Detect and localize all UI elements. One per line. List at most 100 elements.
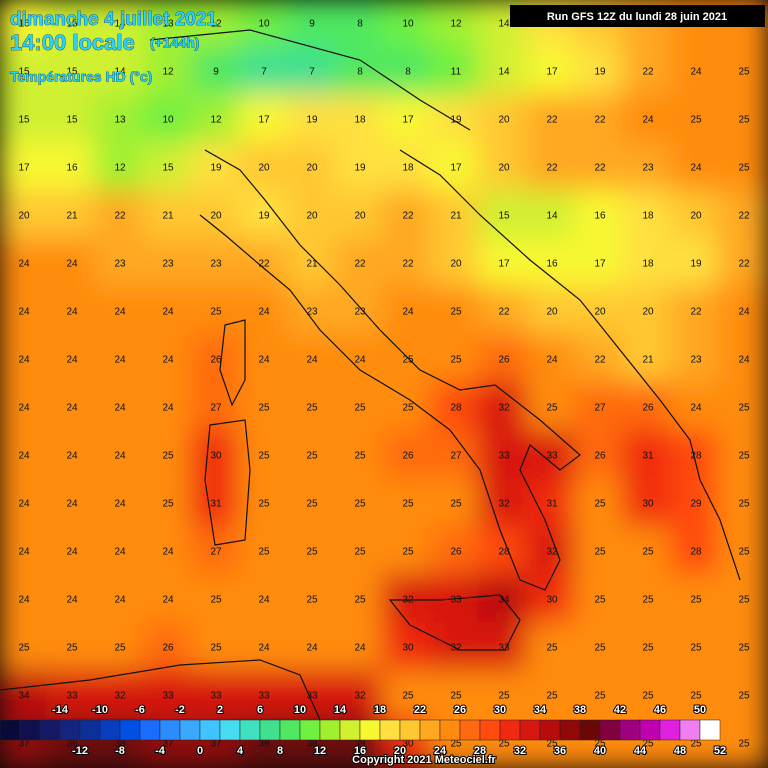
temp-cell xyxy=(286,46,338,98)
temp-cell xyxy=(142,478,194,530)
temp-value: 17 xyxy=(258,115,270,126)
temp-cell xyxy=(190,94,242,146)
temp-value: 28 xyxy=(450,403,462,414)
temp-cell xyxy=(382,0,434,50)
temp-value: 26 xyxy=(450,547,462,558)
temp-cell xyxy=(526,382,578,434)
temp-value: 15 xyxy=(66,67,78,78)
temp-cell xyxy=(478,94,530,146)
temp-value: 21 xyxy=(642,355,654,366)
temp-value: 22 xyxy=(354,259,366,270)
temp-value: 25 xyxy=(306,595,318,606)
temp-cell xyxy=(574,670,626,722)
temp-cell xyxy=(286,334,338,386)
temp-cell xyxy=(238,46,290,98)
temp-cell xyxy=(94,430,146,482)
temp-cell xyxy=(238,526,290,578)
temp-value: 24 xyxy=(66,307,78,318)
temp-value: 22 xyxy=(546,115,558,126)
sardinia xyxy=(204,419,251,546)
temp-value: 10 xyxy=(162,115,174,126)
temp-cell xyxy=(46,670,98,722)
temp-value: 24 xyxy=(18,499,30,510)
temp-value: 24 xyxy=(66,403,78,414)
temp-value: 23 xyxy=(690,355,702,366)
temp-value: 25 xyxy=(354,547,366,558)
temp-value: 25 xyxy=(738,739,750,750)
temp-value: 24 xyxy=(18,259,30,270)
temp-value: 25 xyxy=(354,499,366,510)
temp-value: 25 xyxy=(738,451,750,462)
temp-cell xyxy=(46,142,98,194)
scale-swatch xyxy=(179,719,201,741)
temp-value: 15 xyxy=(66,19,78,30)
scale-swatch xyxy=(379,719,401,741)
temp-cell xyxy=(430,478,482,530)
temp-cell xyxy=(286,526,338,578)
temp-value: 24 xyxy=(258,595,270,606)
temp-value: 11 xyxy=(451,67,462,78)
scale-swatch xyxy=(319,719,341,741)
scale-swatch xyxy=(239,719,261,741)
temp-value: 24 xyxy=(66,499,78,510)
temp-cell xyxy=(670,190,722,242)
temp-value: 24 xyxy=(66,451,78,462)
temp-value: 24 xyxy=(258,355,270,366)
temp-value: 15 xyxy=(162,163,174,174)
temp-value: 20 xyxy=(450,259,462,270)
temp-value: 24 xyxy=(306,355,318,366)
temp-value: 9 xyxy=(309,19,315,30)
scale-swatch xyxy=(39,719,61,741)
temp-value: 25 xyxy=(162,451,174,462)
temp-cell xyxy=(334,334,386,386)
temp-cell xyxy=(526,574,578,626)
temp-value: 25 xyxy=(402,403,414,414)
temp-value: 21 xyxy=(66,211,78,222)
temp-cell xyxy=(622,238,674,290)
temp-value: 24 xyxy=(690,67,702,78)
temp-value: 24 xyxy=(66,259,78,270)
temp-value: 25 xyxy=(690,691,702,702)
temp-value: 25 xyxy=(450,355,462,366)
temp-cell xyxy=(526,94,578,146)
temp-value: 24 xyxy=(690,163,702,174)
temp-value: 25 xyxy=(306,451,318,462)
temp-value: 18 xyxy=(642,211,654,222)
temp-value: 15 xyxy=(18,115,30,126)
temp-value: 27 xyxy=(594,403,606,414)
temp-cell xyxy=(190,0,242,50)
temp-value: 25 xyxy=(642,739,654,750)
temp-cell xyxy=(46,94,98,146)
temp-value: 24 xyxy=(18,595,30,606)
temp-value: 33 xyxy=(450,595,462,606)
scale-label: 38 xyxy=(574,704,586,716)
temp-cell xyxy=(0,238,50,290)
temp-cell xyxy=(382,382,434,434)
temp-value: 27 xyxy=(450,451,462,462)
scale-swatch xyxy=(59,719,81,741)
temp-cell xyxy=(526,430,578,482)
temp-cell xyxy=(94,622,146,674)
temp-value: 19 xyxy=(306,115,318,126)
temp-cell xyxy=(0,430,50,482)
temp-cell xyxy=(334,526,386,578)
temp-value: 38 xyxy=(114,739,126,750)
scale-label: 0 xyxy=(197,745,203,757)
temp-value: 25 xyxy=(642,643,654,654)
temp-value: 25 xyxy=(402,547,414,558)
scale-swatch xyxy=(679,719,701,741)
temp-value: 39 xyxy=(354,739,366,750)
scale-swatch xyxy=(119,719,141,741)
temp-value: 24 xyxy=(114,403,126,414)
scale-label: 4 xyxy=(237,745,244,757)
temp-value: 24 xyxy=(66,355,78,366)
temp-value: 25 xyxy=(594,547,606,558)
temp-cell xyxy=(46,430,98,482)
temp-value: 19 xyxy=(258,211,270,222)
temp-cell xyxy=(190,622,242,674)
temp-cell xyxy=(622,670,674,722)
temp-value: 24 xyxy=(738,355,750,366)
balkan-coast xyxy=(399,149,741,581)
temp-cell xyxy=(334,430,386,482)
temp-cell xyxy=(334,238,386,290)
